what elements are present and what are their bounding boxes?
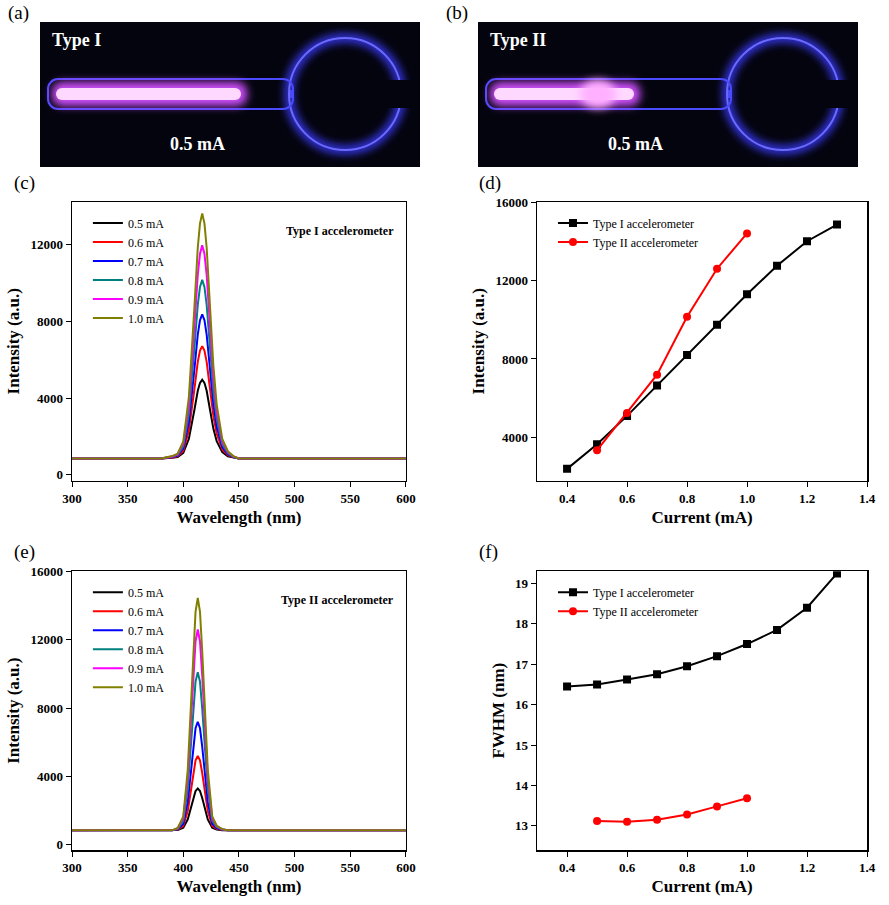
svg-text:1.0 mA: 1.0 mA: [128, 312, 164, 326]
svg-text:Current (mA): Current (mA): [651, 508, 752, 527]
svg-text:4000: 4000: [37, 391, 63, 406]
svg-text:0.8 mA: 0.8 mA: [128, 643, 164, 657]
svg-text:12000: 12000: [30, 237, 63, 252]
svg-text:12000: 12000: [495, 273, 528, 288]
svg-text:0.8: 0.8: [679, 860, 696, 875]
svg-text:600: 600: [396, 860, 416, 875]
svg-text:Type II accelerometer: Type II accelerometer: [593, 605, 698, 619]
svg-text:500: 500: [285, 491, 305, 506]
svg-text:0.5 mA: 0.5 mA: [128, 586, 164, 600]
svg-text:0.6: 0.6: [619, 491, 636, 506]
svg-text:550: 550: [341, 491, 361, 506]
svg-text:0.8 mA: 0.8 mA: [128, 274, 164, 288]
svg-text:400: 400: [174, 860, 194, 875]
svg-text:0.4: 0.4: [559, 491, 576, 506]
svg-text:14: 14: [515, 778, 529, 793]
svg-text:(c): (c): [14, 172, 35, 194]
svg-text:Wavelength (nm): Wavelength (nm): [176, 508, 301, 527]
svg-text:0.4: 0.4: [559, 860, 576, 875]
svg-text:1.0 mA: 1.0 mA: [128, 681, 164, 695]
svg-text:0: 0: [56, 837, 63, 852]
svg-text:8000: 8000: [502, 352, 528, 367]
svg-text:1.4: 1.4: [859, 491, 876, 506]
svg-text:13: 13: [515, 818, 529, 833]
svg-text:4000: 4000: [37, 769, 63, 784]
svg-text:Type I accelerometer: Type I accelerometer: [593, 586, 694, 600]
svg-text:0.5 mA: 0.5 mA: [608, 134, 663, 154]
svg-text:0: 0: [56, 467, 63, 482]
svg-text:Intensity (a.u.): Intensity (a.u.): [4, 288, 23, 394]
svg-text:16000: 16000: [30, 564, 63, 579]
html-text:(a): (a): [8, 2, 30, 23]
svg-text:(e): (e): [14, 541, 35, 563]
svg-text:1.2: 1.2: [799, 491, 815, 506]
svg-text:0.7 mA: 0.7 mA: [128, 255, 164, 269]
svg-text:0.7 mA: 0.7 mA: [128, 624, 164, 638]
svg-text:0.9 mA: 0.9 mA: [128, 662, 164, 676]
svg-text:Type II accelerometer: Type II accelerometer: [593, 236, 698, 250]
svg-text:0.8: 0.8: [679, 491, 696, 506]
svg-text:17: 17: [515, 657, 529, 672]
svg-text:600: 600: [396, 491, 416, 506]
svg-text:Type II: Type II: [490, 30, 546, 50]
svg-text:350: 350: [118, 491, 137, 506]
svg-text:16: 16: [515, 697, 529, 712]
svg-text:18: 18: [515, 616, 529, 631]
svg-text:0.6: 0.6: [619, 860, 636, 875]
svg-text:400: 400: [174, 491, 194, 506]
svg-text:Type I accelerometer: Type I accelerometer: [286, 224, 394, 238]
svg-text:1.0: 1.0: [739, 860, 755, 875]
svg-text:8000: 8000: [37, 701, 63, 716]
svg-text:1.0: 1.0: [739, 491, 755, 506]
svg-text:19: 19: [515, 576, 529, 591]
svg-text:350: 350: [118, 860, 137, 875]
svg-text:(f): (f): [479, 541, 498, 563]
svg-text:Type I: Type I: [52, 30, 101, 50]
svg-text:8000: 8000: [37, 314, 63, 329]
svg-text:300: 300: [62, 860, 82, 875]
svg-text:450: 450: [229, 860, 249, 875]
svg-text:Current (mA): Current (mA): [651, 877, 752, 896]
svg-text:0.6 mA: 0.6 mA: [128, 605, 164, 619]
svg-text:16000: 16000: [495, 195, 528, 210]
svg-text:450: 450: [229, 491, 249, 506]
svg-text:Intensity (a.u.): Intensity (a.u.): [4, 658, 23, 764]
html-text:(b): (b): [446, 2, 469, 23]
svg-text:12000: 12000: [30, 632, 63, 647]
svg-text:FWHM (nm): FWHM (nm): [489, 663, 508, 759]
svg-text:Type I accelerometer: Type I accelerometer: [593, 217, 694, 231]
svg-text:550: 550: [341, 860, 361, 875]
svg-text:Intensity (a.u.): Intensity (a.u.): [469, 288, 488, 394]
svg-text:500: 500: [285, 860, 305, 875]
svg-text:1.2: 1.2: [799, 860, 815, 875]
svg-text:0.5 mA: 0.5 mA: [170, 134, 225, 154]
svg-text:4000: 4000: [502, 430, 528, 445]
svg-text:1.4: 1.4: [859, 860, 876, 875]
svg-text:300: 300: [62, 491, 82, 506]
svg-text:Wavelength (nm): Wavelength (nm): [176, 877, 301, 896]
svg-text:(d): (d): [479, 172, 501, 194]
svg-text:0.9 mA: 0.9 mA: [128, 293, 164, 307]
svg-text:0.6 mA: 0.6 mA: [128, 236, 164, 250]
svg-text:Type II accelerometer: Type II accelerometer: [281, 593, 394, 607]
svg-text:0.5 mA: 0.5 mA: [128, 217, 164, 231]
svg-text:15: 15: [515, 738, 529, 753]
